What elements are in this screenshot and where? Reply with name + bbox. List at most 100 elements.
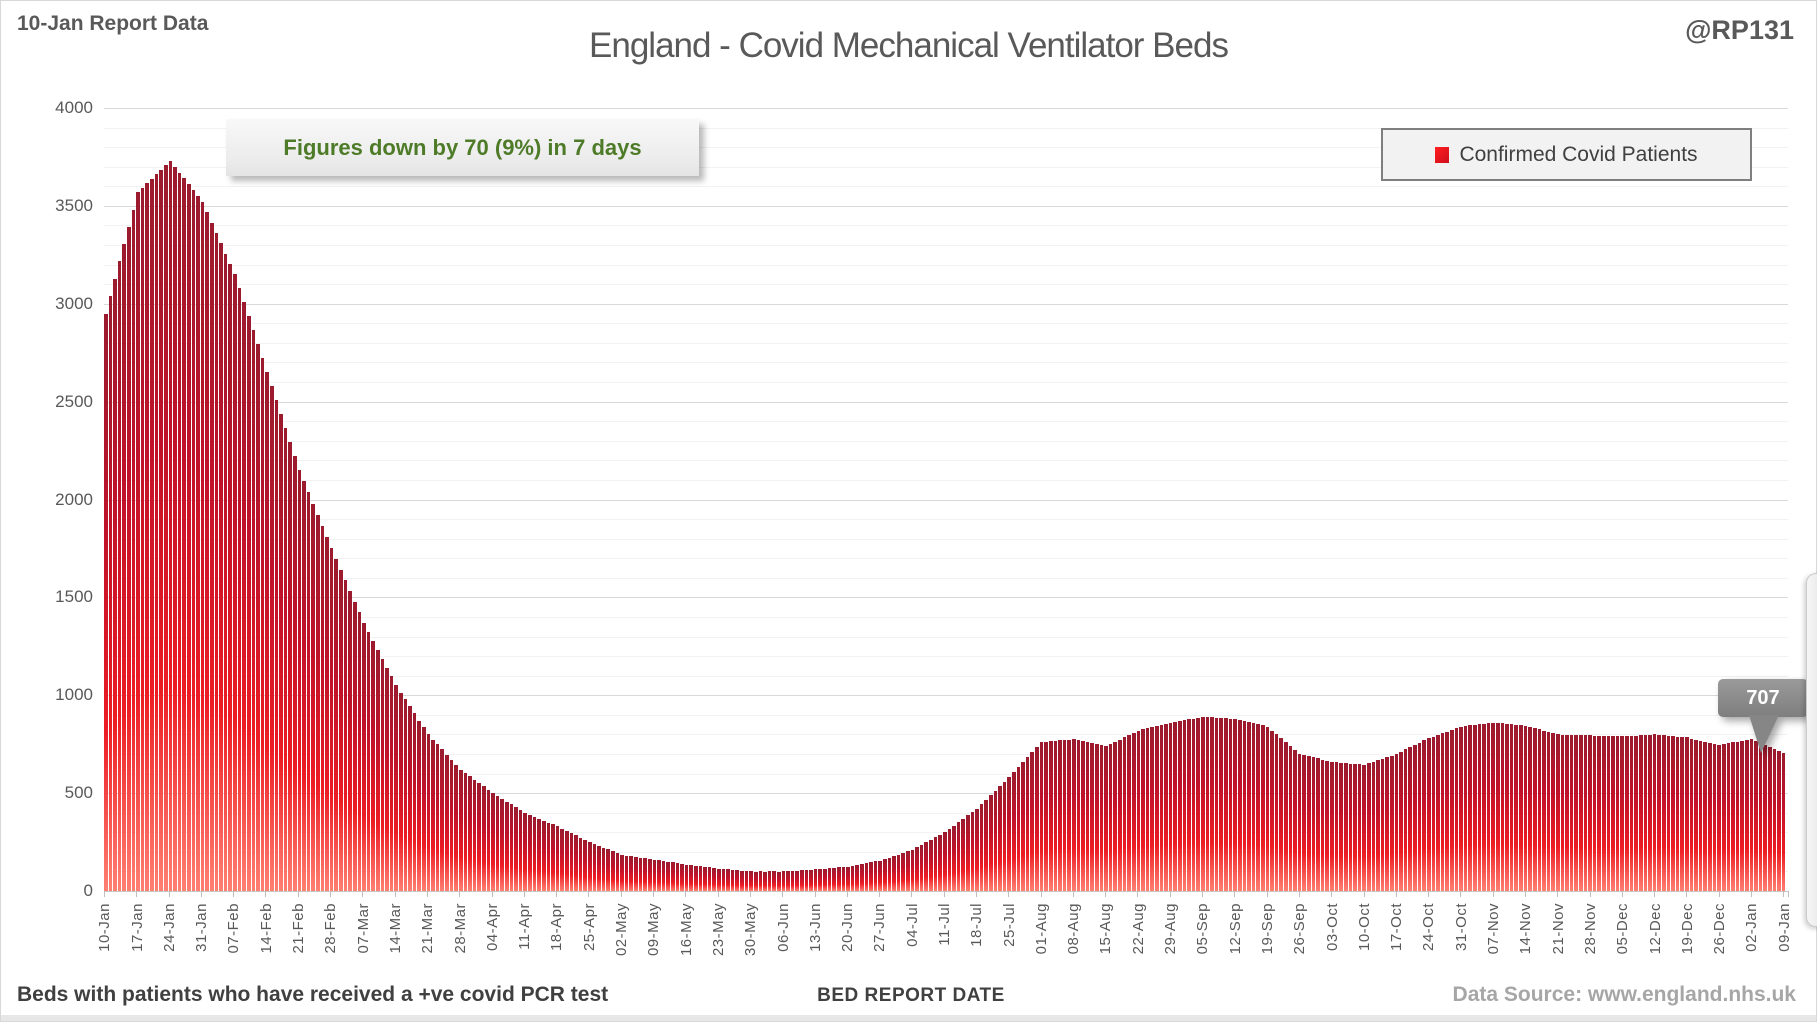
bar xyxy=(786,871,790,891)
bar xyxy=(1394,753,1399,891)
callout-bubble: 707 xyxy=(1718,679,1808,717)
bar xyxy=(1735,741,1740,891)
bar xyxy=(431,739,435,891)
bar xyxy=(1574,735,1578,891)
bar xyxy=(1357,764,1362,891)
bar-series xyxy=(104,108,1788,891)
bar xyxy=(288,442,292,891)
bar xyxy=(491,793,495,891)
gridline-major xyxy=(104,401,1788,403)
bar xyxy=(1781,752,1786,891)
x-axis-tick-label: 01-Aug xyxy=(1032,903,1050,955)
bar xyxy=(1482,723,1486,891)
bar xyxy=(555,826,560,891)
x-axis-tick-label: 07-Nov xyxy=(1485,903,1503,955)
bar xyxy=(965,815,970,891)
gridline-minor xyxy=(104,812,1788,814)
bar xyxy=(1334,762,1339,891)
bar xyxy=(200,201,205,891)
bar xyxy=(809,869,813,891)
bar xyxy=(177,172,182,891)
bar xyxy=(186,184,191,891)
bar xyxy=(1085,742,1090,891)
bar xyxy=(546,822,551,891)
bar xyxy=(1666,735,1671,891)
bar xyxy=(537,818,541,891)
bar xyxy=(1284,742,1288,891)
bar xyxy=(703,866,707,891)
bar xyxy=(979,804,984,891)
bar xyxy=(1597,735,1602,891)
bar xyxy=(560,828,564,891)
bar xyxy=(122,244,127,891)
axis-tick xyxy=(1428,891,1430,897)
bar xyxy=(1740,740,1744,891)
axis-tick xyxy=(394,891,396,897)
bar xyxy=(744,871,749,891)
bar xyxy=(850,865,855,891)
bar xyxy=(1496,723,1500,891)
bar xyxy=(1560,734,1565,891)
bar xyxy=(1048,741,1053,891)
bar xyxy=(1436,735,1440,891)
bar xyxy=(717,868,721,891)
axis-tick xyxy=(330,891,332,897)
bar xyxy=(1685,737,1689,891)
bar xyxy=(781,871,786,891)
gridline-minor xyxy=(104,186,1788,188)
bar xyxy=(896,854,901,891)
callout-value: 707 xyxy=(1746,686,1780,709)
bar xyxy=(541,820,546,891)
bar xyxy=(1136,730,1141,891)
y-axis-tick-label: 2500 xyxy=(55,391,93,411)
bar xyxy=(906,851,910,891)
bar xyxy=(440,749,445,891)
bar xyxy=(915,847,919,891)
bar xyxy=(892,855,896,891)
bar xyxy=(182,178,186,891)
y-axis-tick-label: 500 xyxy=(64,783,93,803)
bar xyxy=(629,856,634,891)
bar xyxy=(1606,735,1611,891)
bar xyxy=(597,845,601,891)
axis-tick xyxy=(233,891,235,897)
gridline-minor xyxy=(104,656,1788,658)
bar xyxy=(1012,772,1016,891)
bar xyxy=(818,869,823,891)
window-bottom-edge xyxy=(1,1015,1816,1021)
bar xyxy=(1449,729,1454,891)
x-axis-line xyxy=(104,891,1788,892)
bar xyxy=(652,859,657,891)
bar xyxy=(1486,723,1491,891)
bar xyxy=(689,865,693,891)
bar xyxy=(1463,725,1468,891)
x-axis-tick-label: 28-Nov xyxy=(1581,903,1599,955)
bar xyxy=(1219,717,1224,891)
bar xyxy=(117,261,122,891)
bar xyxy=(638,857,643,891)
bar xyxy=(574,835,578,891)
bar xyxy=(1081,741,1085,891)
bar xyxy=(468,776,472,891)
bar xyxy=(583,839,587,891)
bar xyxy=(1233,718,1237,891)
gridline-minor xyxy=(104,225,1788,227)
bar xyxy=(887,857,892,891)
bar xyxy=(1588,735,1592,891)
x-axis-tick-label: 18-Jul xyxy=(968,903,986,947)
axis-tick xyxy=(814,891,816,897)
bar xyxy=(417,720,422,891)
bar xyxy=(523,812,528,891)
bar xyxy=(1491,722,1496,891)
bar xyxy=(528,814,532,891)
author-handle: @RP131 xyxy=(1685,15,1794,45)
bar xyxy=(961,818,965,891)
y-axis-tick-label: 4000 xyxy=(55,98,93,117)
bar xyxy=(233,274,237,891)
bar xyxy=(1657,734,1661,891)
axis-tick xyxy=(1363,891,1365,897)
bar xyxy=(578,837,583,891)
bar xyxy=(334,559,339,891)
bar xyxy=(1071,739,1076,891)
bar xyxy=(1182,720,1187,891)
